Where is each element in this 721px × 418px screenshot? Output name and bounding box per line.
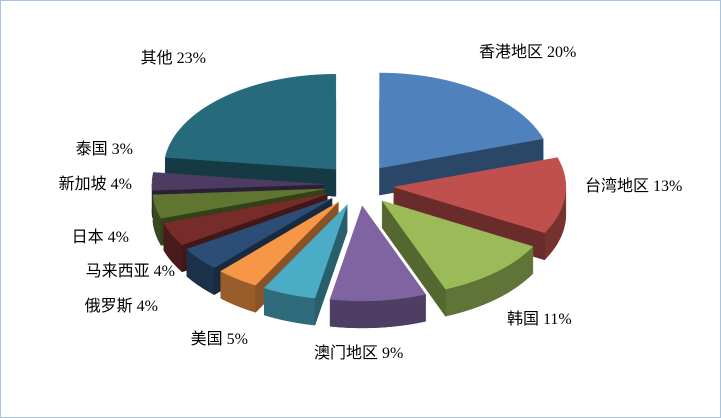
slice-label-8: 新加坡 4% (59, 175, 132, 193)
slice-label-4: 美国 5% (191, 330, 248, 348)
pie-slice-9-top (151, 172, 325, 191)
slice-label-3: 澳门地区 9% (314, 344, 403, 362)
slice-label-7: 日本 4% (72, 228, 129, 246)
pie-slice-8-top (152, 188, 325, 219)
slice-label-5: 俄罗斯 4% (85, 297, 158, 315)
pie-slice-1-top (393, 157, 567, 234)
slice-label-6: 马来西亚 4% (86, 262, 175, 280)
pie-slice-2-top (381, 200, 534, 290)
slice-label-1: 台湾地区 13% (585, 177, 682, 195)
slice-label-9: 泰国 3% (76, 140, 133, 158)
pie-slice-6-top (186, 198, 333, 268)
pie-slice-3-top (329, 205, 427, 302)
slice-label-10: 其他 23% (141, 49, 206, 67)
pie-slice-0-top (379, 72, 544, 169)
pie-slice-4-top (263, 204, 348, 299)
slice-label-0: 香港地区 20% (479, 43, 576, 61)
pie-slice-10-top (164, 73, 337, 170)
pie-slice-5-top (220, 201, 339, 286)
slice-label-2: 韩国 11% (507, 310, 572, 328)
pie-slice-7-top (163, 193, 328, 246)
